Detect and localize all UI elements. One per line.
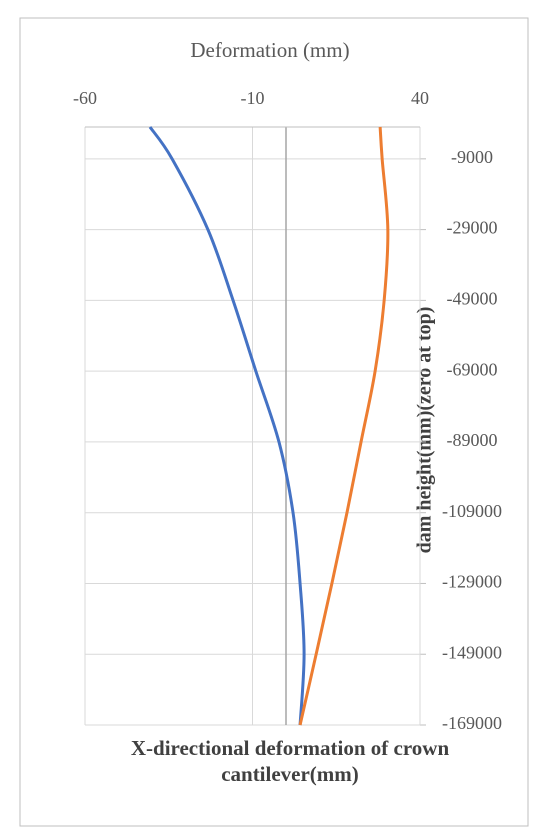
series-line <box>298 126 390 726</box>
y-tick-label: -69000 <box>447 359 498 379</box>
x-tick-label: -60 <box>73 88 97 108</box>
x-tick-label: 40 <box>411 88 429 108</box>
chart-title: X-directional deformation of crown canti… <box>130 736 450 786</box>
y-axis-title: dam height(mm)(zero at top) <box>414 307 436 554</box>
x-axis-title: Deformation (mm) <box>190 38 349 62</box>
y-tick-label: -169000 <box>442 713 502 733</box>
y-tick-label: -29000 <box>447 218 498 238</box>
x-tick-label: -10 <box>241 88 265 108</box>
y-tick-label: -149000 <box>442 642 502 662</box>
y-tick-label: -49000 <box>447 289 498 309</box>
y-tick-label: -129000 <box>442 572 502 592</box>
series-line <box>148 126 306 726</box>
y-tick-label: -109000 <box>442 501 502 521</box>
y-tick-label: -9000 <box>451 147 493 167</box>
y-tick-label: -89000 <box>447 430 498 450</box>
